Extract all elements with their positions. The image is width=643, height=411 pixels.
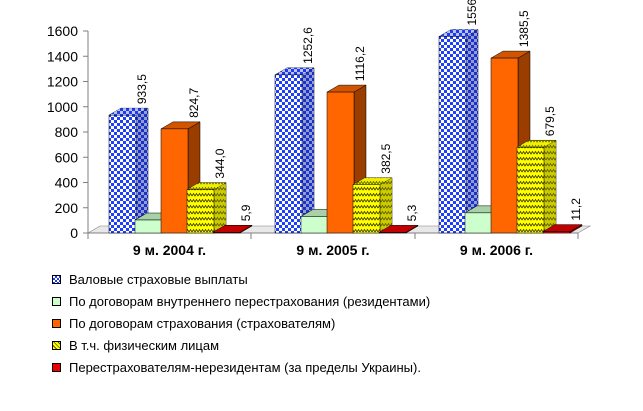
y-tick-label: 1600 bbox=[47, 23, 78, 39]
bar-side-texture bbox=[302, 67, 314, 233]
legend-swatch bbox=[52, 274, 61, 284]
x-axis-categories: 9 м. 2004 г. 9 м. 2005 г. 9 м. 2006 г. bbox=[87, 233, 579, 258]
x-category-label: 9 м. 2004 г. bbox=[133, 242, 206, 258]
data-label: 679,5 bbox=[543, 106, 557, 136]
bar-front-face bbox=[464, 212, 493, 234]
legend-swatch bbox=[52, 362, 61, 372]
bar-front-face bbox=[378, 232, 407, 234]
bar-side-texture bbox=[466, 29, 478, 233]
bar-1-1: 933,5 bbox=[108, 74, 149, 234]
bar-5-1: 5,9 bbox=[212, 204, 253, 234]
bar-side-texture bbox=[380, 177, 392, 233]
x-category-label: 9 м. 2006 г. bbox=[460, 242, 533, 258]
bar-4-2: 382,5 bbox=[352, 143, 393, 234]
legend-item: По договорам страхования (страхователям) bbox=[52, 312, 430, 334]
bar-top-texture bbox=[517, 140, 556, 148]
y-tick-label: 0 bbox=[70, 225, 78, 241]
bar-4-3: 679,5 bbox=[516, 106, 557, 234]
bar-1-3: 1556,2 bbox=[438, 0, 479, 234]
bar-front-face bbox=[108, 114, 137, 234]
bar-5-2: 5,3 bbox=[378, 204, 419, 234]
bar-front-face bbox=[134, 219, 163, 234]
y-tick-label: 1200 bbox=[47, 74, 78, 90]
bar-1-2: 1252,6 bbox=[274, 27, 315, 234]
data-label: 933,5 bbox=[135, 74, 149, 104]
y-tick-label: 1000 bbox=[47, 99, 78, 115]
bar-front-face bbox=[352, 184, 381, 234]
legend-item: Перестрахователям-нерезидентам (за преде… bbox=[52, 356, 430, 378]
y-tick-label: 800 bbox=[55, 124, 79, 140]
chart-legend: Валовые страховые выплаты По договорам вн… bbox=[52, 268, 430, 378]
bar-top-texture bbox=[353, 177, 392, 185]
legend-item: В т.ч. физическим лицам bbox=[52, 334, 430, 356]
bar-side-texture bbox=[544, 140, 556, 233]
bar-top-texture bbox=[439, 29, 478, 37]
bar-front-face bbox=[490, 57, 519, 234]
legend-label: По договорам страхования (страхователям) bbox=[69, 315, 336, 331]
data-label: 5,9 bbox=[239, 204, 253, 221]
y-tick-label: 200 bbox=[55, 200, 79, 216]
bar-top-texture bbox=[275, 67, 314, 75]
bar-4-1: 344,0 bbox=[186, 148, 227, 234]
data-label: 5,3 bbox=[405, 204, 419, 221]
legend-label: Валовые страховые выплаты bbox=[69, 271, 248, 287]
bar-front-face bbox=[300, 216, 329, 234]
bar-front-face bbox=[186, 189, 215, 234]
legend-label: В т.ч. физическим лицам bbox=[69, 337, 220, 353]
data-label: 382,5 bbox=[379, 143, 393, 173]
legend-label: По договорам внутреннего перестрахования… bbox=[69, 293, 431, 309]
legend-swatch bbox=[52, 296, 61, 306]
bar-front-face bbox=[212, 232, 241, 234]
legend-swatch bbox=[52, 318, 61, 328]
bar-front-face bbox=[274, 74, 303, 234]
data-label: 1556,2 bbox=[465, 0, 479, 26]
x-category-label: 9 м. 2005 г. bbox=[296, 242, 369, 258]
bar-front-face bbox=[516, 146, 545, 234]
legend-item: По договорам внутреннего перестрахования… bbox=[52, 290, 430, 312]
data-label: 824,7 bbox=[187, 88, 201, 118]
bar-top-texture bbox=[187, 182, 226, 190]
bar-side-texture bbox=[214, 182, 226, 233]
bar-side-texture bbox=[136, 108, 148, 233]
data-label: 1385,5 bbox=[517, 10, 531, 47]
y-tick-label: 1400 bbox=[47, 48, 78, 64]
y-tick-label: 400 bbox=[55, 175, 79, 191]
bar-top-texture bbox=[109, 108, 148, 116]
data-label: 1252,6 bbox=[301, 27, 315, 64]
data-label: 1116,2 bbox=[353, 46, 367, 81]
bar-front-face bbox=[326, 91, 355, 234]
y-tick-label: 600 bbox=[55, 149, 79, 165]
data-label: 11,2 bbox=[569, 198, 583, 221]
bar-front-face bbox=[160, 128, 189, 234]
legend-label: Перестрахователям-нерезидентам (за преде… bbox=[69, 359, 421, 375]
bar-5-3: 11,2 bbox=[542, 198, 583, 234]
data-label: 344,0 bbox=[213, 148, 227, 178]
legend-item: Валовые страховые выплаты bbox=[52, 268, 430, 290]
bar-front-face bbox=[542, 231, 571, 234]
bar-front-face bbox=[438, 36, 467, 234]
bar-marks: 933,5102,9824,7344,05,91252,6131,11116,2… bbox=[108, 0, 583, 234]
legend-swatch bbox=[52, 340, 61, 350]
